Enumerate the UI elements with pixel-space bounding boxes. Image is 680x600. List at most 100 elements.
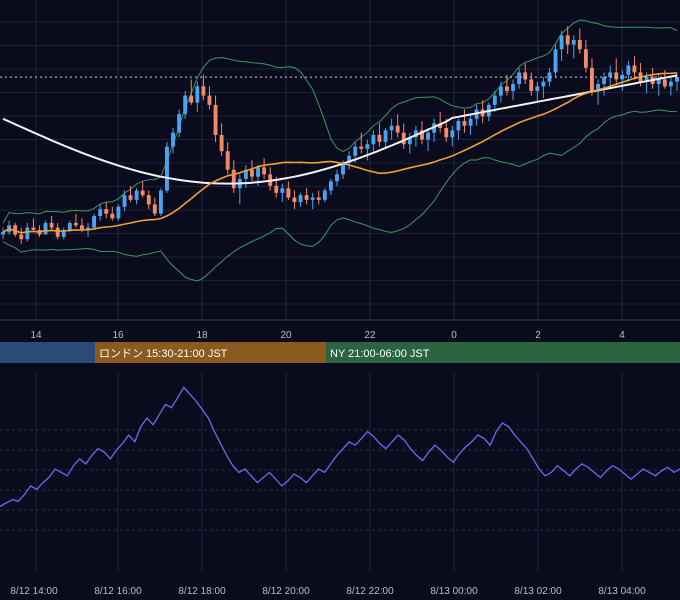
candle-body [675,77,679,82]
candle-body [250,169,254,177]
ma-long [2,74,678,185]
x-tick-label: 18 [196,330,208,341]
candle-body [547,72,552,82]
candle-body [104,209,109,214]
candle-body [152,204,157,214]
candle-body [274,185,279,193]
candle-body [280,188,285,193]
candle-body [73,222,78,226]
candle-body [165,146,169,191]
bollinger-lower [2,109,678,282]
candle-body [353,146,358,156]
candle-body [371,134,376,145]
candle-body [55,227,60,237]
x-tick-label: 2 [535,330,541,341]
bollinger-band [2,19,678,282]
osc-x-tick-label: 8/12 20:00 [262,586,310,597]
candle-body [49,222,54,228]
candle-body [171,132,175,147]
candle-body [219,134,224,152]
candle-body [310,197,315,200]
candle-body [456,121,461,131]
x-tick-label: 4 [619,330,625,341]
candle-body [19,234,24,240]
candle-body [231,169,236,189]
candle-body [535,86,540,91]
candle-body [1,232,5,235]
candle-body [541,81,546,87]
candle-body [286,188,291,198]
osc-x-tick-label: 8/12 22:00 [346,586,394,597]
candle-body [602,77,607,85]
candle-body [438,123,443,129]
candle-body [662,79,667,87]
session-block [326,342,680,363]
candle-body [383,130,388,142]
candle-body [590,67,594,91]
x-tick-label: 0 [451,330,457,341]
candle-body [116,206,121,219]
candle-body [195,86,200,103]
candle-body [644,77,649,82]
candle-body [207,95,212,105]
candle-body [98,209,103,217]
session-block [0,342,95,363]
candle-body [134,190,139,200]
candle-body [596,84,600,91]
candle-body [656,79,661,85]
candle-body [298,195,303,203]
session-block [95,342,326,363]
candle-body [365,144,370,149]
candle-body [426,132,430,140]
candle-body [450,130,455,138]
session-label: NY 21:00-06:00 JST [330,348,430,360]
candle-body [389,125,394,131]
candle-body [256,167,260,177]
osc-x-tick-label: 8/12 16:00 [94,586,142,597]
candle-body [335,174,339,182]
candle-body [243,169,248,179]
x-tick-label: 16 [112,330,124,341]
candle-body [67,222,72,230]
candle-body [146,195,151,205]
candle-body [498,86,503,96]
candle-body [559,35,564,50]
candle-body [413,130,418,138]
candle-body [517,72,522,85]
candle-body [420,130,424,140]
session-label: ロンドン 15:30-21:00 JST [99,348,228,360]
candle-body [328,181,333,191]
candle-body [620,74,625,80]
candle-body [407,137,412,145]
candle-body [262,167,267,175]
x-tick-label: 14 [30,330,42,341]
price-panel: 14 16 18 20 22 0 2 4 [0,0,680,341]
candle-body [577,40,582,50]
x-tick-label: 22 [364,330,376,341]
candle-body [571,40,576,45]
candle-body [505,86,509,91]
candle-body [25,227,30,240]
candle-body [92,216,97,228]
price-x-ticks: 14 16 18 20 22 0 2 4 [30,330,625,341]
osc-x-tick-label: 8/12 14:00 [10,586,58,597]
candle-body [377,134,382,142]
candle-body [608,72,613,78]
candle-body [43,222,48,235]
oscillator-line [0,386,680,507]
candle-body [140,190,145,196]
moving-averages [0,72,680,234]
oscillator-series [0,386,680,507]
candle-body [61,229,66,237]
candle-body [292,197,297,203]
osc-x-tick-label: 8/13 04:00 [598,586,646,597]
candle-body [128,195,133,200]
candle-body [31,227,36,230]
candle-body [341,162,345,175]
osc-x-tick-label: 8/13 02:00 [514,586,562,597]
candle-body [462,121,467,126]
candle-body [632,65,637,73]
candle-body [201,86,206,96]
candle-body [110,213,115,219]
